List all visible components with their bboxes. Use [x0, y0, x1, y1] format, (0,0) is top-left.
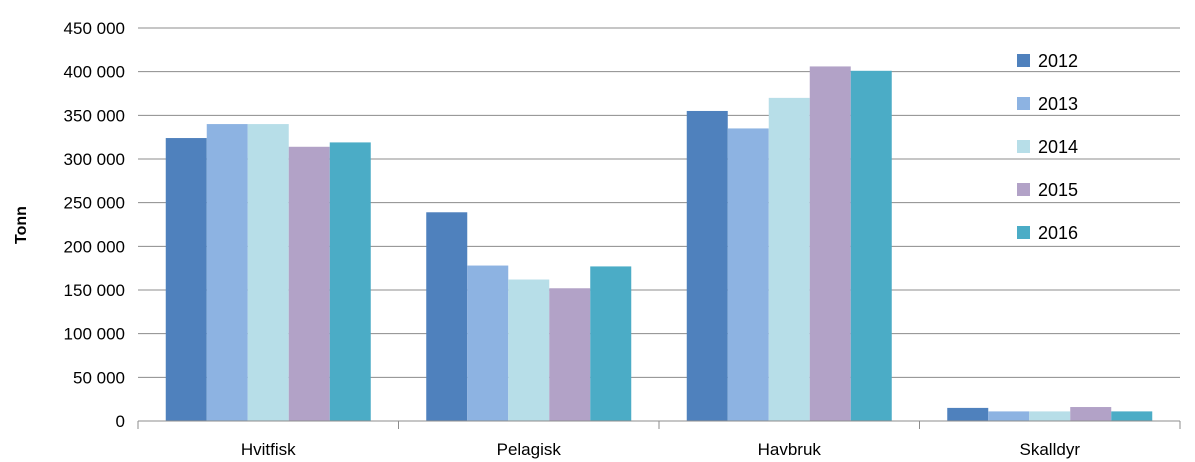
bar-2013-hvitfisk	[206, 124, 248, 422]
x-tick-label: Pelagisk	[497, 440, 562, 459]
legend-swatch-2015	[1017, 183, 1030, 196]
bar-2014-havbruk	[768, 97, 810, 421]
x-tick-label: Havbruk	[758, 440, 822, 459]
x-tick-label: Skalldyr	[1020, 440, 1081, 459]
y-axis-label: Tonn	[13, 206, 30, 244]
legend-label: 2015	[1038, 180, 1078, 200]
y-tick-label: 350 000	[64, 106, 125, 125]
x-tick-label: Hvitfisk	[241, 440, 296, 459]
legend: 2012 2013 2014 2015 2016	[1017, 51, 1078, 243]
bar-2016-pelagisk	[590, 266, 632, 421]
legend-swatch-2014	[1017, 140, 1030, 153]
bar-2014-skalldyr	[1029, 411, 1071, 421]
legend-label: 2014	[1038, 137, 1078, 157]
y-tick-label: 250 000	[64, 194, 125, 213]
bar-2015-hvitfisk	[288, 146, 330, 422]
bars	[165, 66, 1153, 422]
bar-2012-pelagisk	[426, 212, 468, 421]
bar-2012-havbruk	[686, 110, 728, 421]
legend-label: 2013	[1038, 94, 1078, 114]
y-tick-label: 0	[116, 412, 125, 431]
y-tick-label: 300 000	[64, 150, 125, 169]
bar-2014-hvitfisk	[247, 124, 289, 422]
y-tick-label: 200 000	[64, 237, 125, 256]
bar-2012-skalldyr	[947, 407, 989, 421]
bar-2016-skalldyr	[1111, 411, 1153, 421]
legend-swatch-2012	[1017, 54, 1030, 67]
bar-2016-havbruk	[850, 70, 892, 421]
bar-2016-hvitfisk	[329, 142, 371, 421]
y-axis-ticks: 0 50 000 100 000 150 000 200 000 250 000 300 0…	[64, 19, 125, 431]
legend-swatch-2016	[1017, 226, 1030, 239]
bar-2015-pelagisk	[549, 288, 591, 421]
bar-2012-hvitfisk	[165, 138, 207, 422]
bar-2014-pelagisk	[508, 279, 550, 421]
y-tick-label: 450 000	[64, 19, 125, 38]
legend-label: 2016	[1038, 223, 1078, 243]
bar-2015-skalldyr	[1070, 407, 1112, 421]
y-tick-label: 100 000	[64, 325, 125, 344]
legend-label: 2012	[1038, 51, 1078, 71]
y-tick-label: 400 000	[64, 63, 125, 82]
legend-swatch-2013	[1017, 97, 1030, 110]
bar-2013-pelagisk	[467, 265, 509, 421]
bar-2013-havbruk	[727, 128, 769, 421]
y-tick-label: 150 000	[64, 281, 125, 300]
bar-2013-skalldyr	[988, 411, 1030, 421]
x-axis: Hvitfisk Pelagisk Havbruk Skalldyr	[137, 420, 1181, 459]
bar-2015-havbruk	[809, 66, 851, 421]
y-tick-label: 50 000	[73, 368, 125, 387]
